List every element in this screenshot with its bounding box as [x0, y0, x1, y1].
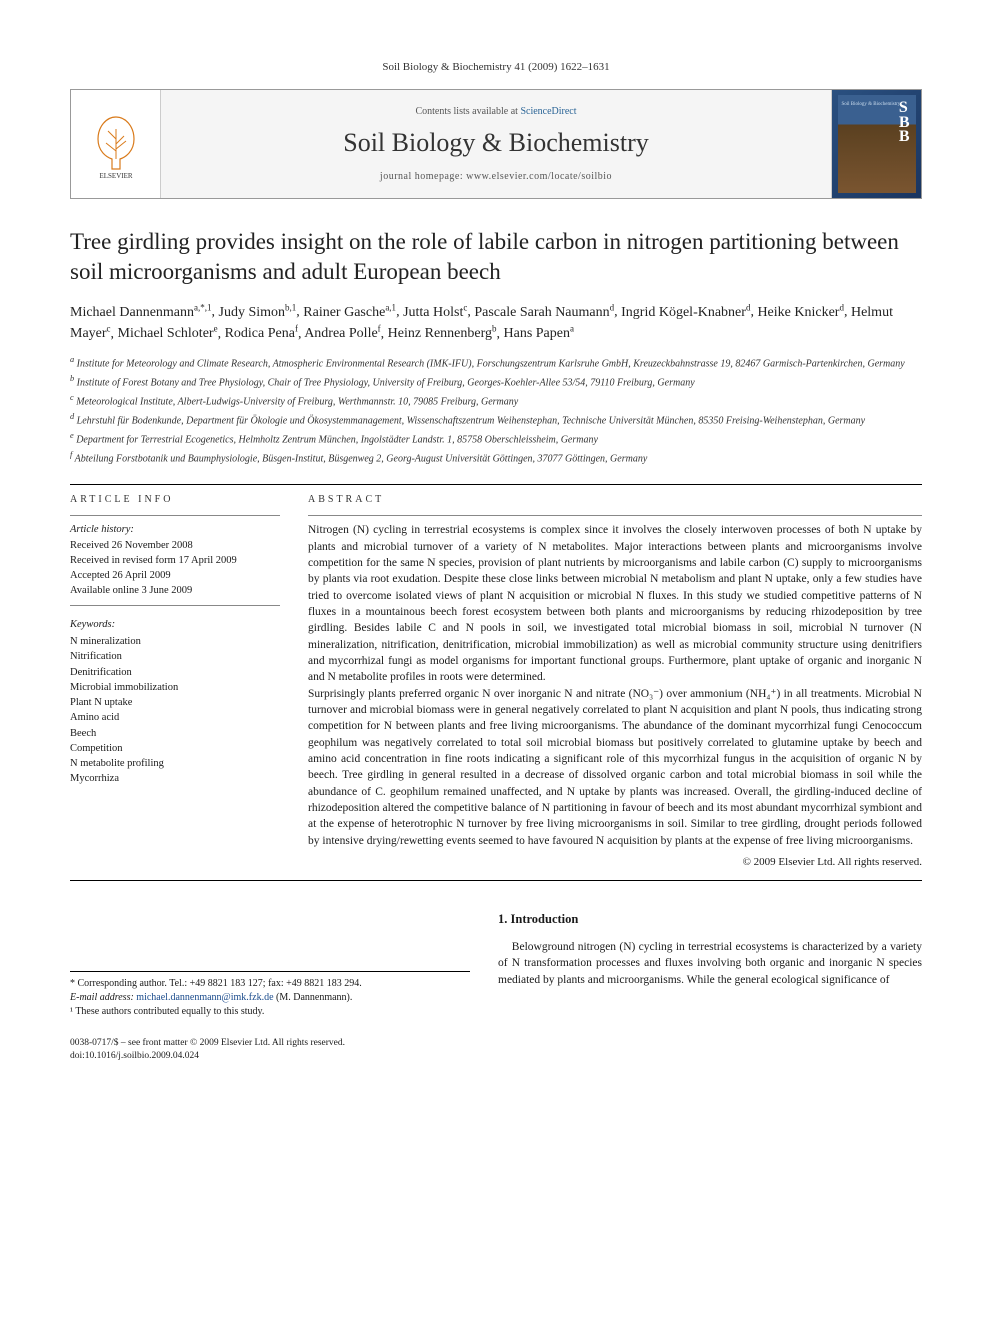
- journal-cover-thumb: Soil Biology & Biochemistry SBB: [838, 95, 916, 193]
- keyword: Amino acid: [70, 710, 280, 725]
- footnotes-block: * Corresponding author. Tel.: +49 8821 1…: [70, 971, 470, 1019]
- abstract-copyright: © 2009 Elsevier Ltd. All rights reserved…: [308, 855, 922, 870]
- article-info-heading: ARTICLE INFO: [70, 493, 280, 507]
- affiliations-list: a Institute for Meteorology and Climate …: [70, 354, 922, 466]
- abstract-para-2: Surprisingly plants preferred organic N …: [308, 686, 922, 849]
- author-affil-sup: e: [214, 324, 218, 334]
- history-received: Received 26 November 2008: [70, 538, 280, 553]
- doi-line: doi:10.1016/j.soilbio.2009.04.024: [70, 1050, 470, 1062]
- issn-line: 0038-0717/$ – see front matter © 2009 El…: [70, 1037, 470, 1049]
- keyword: Plant N uptake: [70, 695, 280, 710]
- author: Heike Knickerd: [757, 305, 844, 320]
- journal-cover-box: Soil Biology & Biochemistry SBB: [831, 90, 921, 198]
- keyword: Denitrification: [70, 665, 280, 680]
- keyword: Competition: [70, 741, 280, 756]
- running-header: Soil Biology & Biochemistry 41 (2009) 16…: [70, 60, 922, 75]
- email-label: E-mail address:: [70, 992, 134, 1003]
- contents-available-line: Contents lists available at ScienceDirec…: [415, 105, 576, 119]
- keyword: Beech: [70, 726, 280, 741]
- abstract-heading: ABSTRACT: [308, 493, 922, 507]
- keyword: Microbial immobilization: [70, 680, 280, 695]
- journal-homepage-url[interactable]: www.elsevier.com/locate/soilbio: [466, 171, 612, 182]
- author: Pascale Sarah Naumannd: [474, 305, 614, 320]
- journal-banner: ELSEVIER Contents lists available at Sci…: [70, 89, 922, 199]
- author: Judy Simonb,1: [219, 305, 297, 320]
- author-affil-sup: f: [378, 324, 381, 334]
- author-list: Michael Dannenmanna,*,1, Judy Simonb,1, …: [70, 301, 922, 344]
- author-affil-sup: c: [463, 302, 467, 312]
- keywords-label: Keywords:: [70, 618, 280, 633]
- article-info-column: ARTICLE INFO Article history: Received 2…: [70, 493, 280, 870]
- thin-rule: [308, 515, 922, 516]
- author-affil-sup: c: [107, 324, 111, 334]
- author: Jutta Holstc: [403, 305, 467, 320]
- author: Ingrid Kögel-Knabnerd: [621, 305, 750, 320]
- keyword: N mineralization: [70, 634, 280, 649]
- keyword: N metabolite profiling: [70, 756, 280, 771]
- keyword: Nitrification: [70, 649, 280, 664]
- affiliation: a Institute for Meteorology and Climate …: [70, 354, 922, 372]
- cover-journal-title: Soil Biology & Biochemistry: [842, 101, 901, 108]
- affiliation: d Lehrstuhl für Bodenkunde, Department f…: [70, 411, 922, 429]
- affiliation: b Institute of Forest Botany and Tree Ph…: [70, 373, 922, 391]
- author: Michael Schlotere: [118, 326, 218, 341]
- keywords-list: N mineralizationNitrificationDenitrifica…: [70, 634, 280, 786]
- publisher-logo-box: ELSEVIER: [71, 90, 161, 198]
- author-affil-sup: d: [610, 302, 615, 312]
- author-affil-sup: a,*,1: [194, 302, 212, 312]
- article-title: Tree girdling provides insight on the ro…: [70, 227, 922, 287]
- affiliation: c Meteorological Institute, Albert-Ludwi…: [70, 392, 922, 410]
- keyword: Mycorrhiza: [70, 771, 280, 786]
- cover-badge-letters: SBB: [899, 101, 910, 144]
- author-affil-sup: d: [746, 302, 751, 312]
- divider-rule: [70, 880, 922, 881]
- author: Heinz Rennenbergb: [388, 326, 497, 341]
- history-revised: Received in revised form 17 April 2009: [70, 553, 280, 568]
- abstract-para-1: Nitrogen (N) cycling in terrestrial ecos…: [308, 522, 922, 685]
- author: Rodica Penaf: [225, 326, 298, 341]
- equal-contribution-note: ¹ These authors contributed equally to t…: [70, 1005, 470, 1019]
- author: Hans Papena: [504, 326, 575, 341]
- affiliation: e Department for Terrestrial Ecogenetics…: [70, 430, 922, 448]
- thin-rule: [70, 515, 280, 516]
- sciencedirect-link[interactable]: ScienceDirect: [520, 106, 576, 117]
- corresponding-email-link[interactable]: michael.dannenmann@imk.fzk.de: [136, 992, 273, 1003]
- section-heading-intro: 1. Introduction: [498, 911, 922, 929]
- history-online: Available online 3 June 2009: [70, 583, 280, 598]
- author: Andrea Pollef: [304, 326, 380, 341]
- publisher-label: ELSEVIER: [99, 172, 132, 179]
- divider-rule: [70, 484, 922, 485]
- author-affil-sup: f: [295, 324, 298, 334]
- author-affil-sup: d: [839, 302, 844, 312]
- history-accepted: Accepted 26 April 2009: [70, 568, 280, 583]
- abstract-body: Nitrogen (N) cycling in terrestrial ecos…: [308, 522, 922, 849]
- elsevier-tree-icon: ELSEVIER: [86, 109, 146, 179]
- corresponding-author-note: * Corresponding author. Tel.: +49 8821 1…: [70, 977, 470, 991]
- front-matter-meta: 0038-0717/$ – see front matter © 2009 El…: [70, 1037, 470, 1062]
- author-affil-sup: b: [492, 324, 497, 334]
- abstract-column: ABSTRACT Nitrogen (N) cycling in terrest…: [308, 493, 922, 870]
- journal-name: Soil Biology & Biochemistry: [343, 125, 649, 161]
- article-history: Article history: Received 26 November 20…: [70, 522, 280, 598]
- affiliation: f Abteilung Forstbotanik und Baumphysiol…: [70, 449, 922, 467]
- author-affil-sup: a: [570, 324, 574, 334]
- author: Michael Dannenmanna,*,1: [70, 305, 212, 320]
- author: Rainer Gaschea,1: [303, 305, 396, 320]
- email-attribution: (M. Dannenmann).: [276, 992, 352, 1003]
- thin-rule: [70, 605, 280, 606]
- intro-paragraph: Belowground nitrogen (N) cycling in terr…: [498, 939, 922, 988]
- author-affil-sup: b,1: [285, 302, 296, 312]
- author-affil-sup: a,1: [385, 302, 396, 312]
- journal-homepage-line: journal homepage: www.elsevier.com/locat…: [380, 170, 612, 184]
- banner-center: Contents lists available at ScienceDirec…: [161, 90, 831, 198]
- history-label: Article history:: [70, 522, 280, 537]
